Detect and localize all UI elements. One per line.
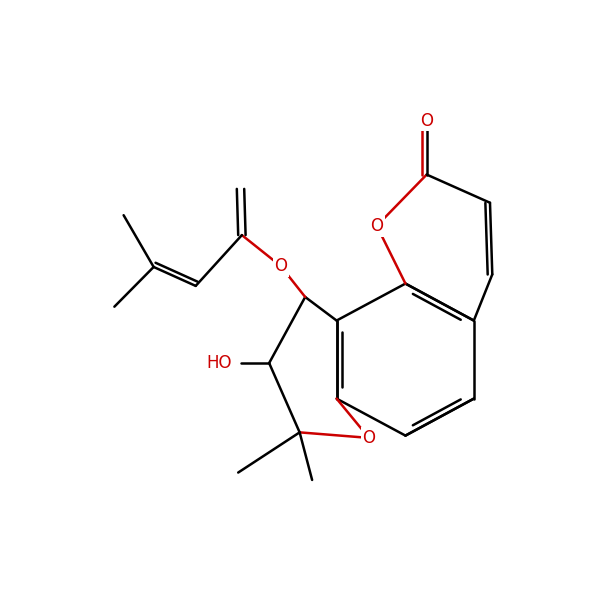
- Text: O: O: [370, 217, 383, 235]
- Text: HO: HO: [206, 354, 232, 372]
- Text: O: O: [274, 257, 287, 275]
- Text: O: O: [420, 112, 433, 130]
- Text: O: O: [362, 429, 376, 447]
